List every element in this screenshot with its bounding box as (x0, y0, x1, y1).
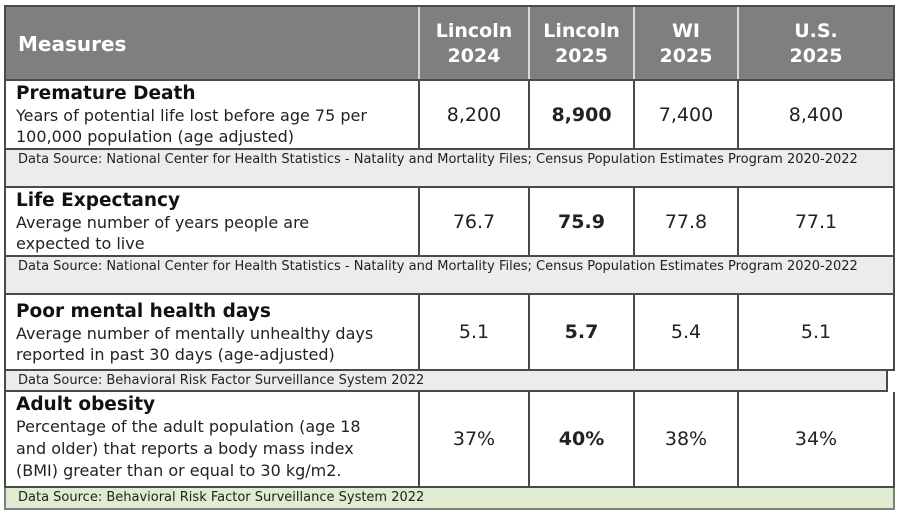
header-lincoln-2024: Lincoln 2024 (420, 7, 530, 79)
header-us-2025: U.S. 2025 (739, 7, 893, 79)
value-us-2025: 5.1 (800, 321, 832, 343)
table-row: Life Expectancy Average number of years … (4, 188, 895, 257)
table-row: Poor mental health days Average number o… (4, 295, 895, 371)
health-measures-table: Measures Lincoln 2024 Lincoln 2025 WI 20… (4, 5, 895, 510)
value-lincoln-2024: 5.1 (420, 295, 530, 369)
data-source-note: Data Source: Behavioral Risk Factor Surv… (4, 371, 888, 392)
data-source-note: Data Source: Behavioral Risk Factor Surv… (4, 488, 895, 510)
value-wi-2025: 38% (635, 392, 739, 486)
value-lincoln-2024: 37% (420, 392, 530, 486)
measure-description: Life Expectancy Average number of years … (6, 188, 420, 255)
value-us-2025: 77.1 (794, 210, 838, 233)
table-header: Measures Lincoln 2024 Lincoln 2025 WI 20… (4, 5, 895, 81)
measure-text: Average number of mentally unhealthy day… (16, 324, 374, 364)
data-source-note: Data Source: National Center for Health … (4, 150, 895, 188)
measure-title: Premature Death (16, 83, 196, 104)
measure-title: Adult obesity (16, 394, 156, 415)
table-row: Premature Death Years of potential life … (4, 81, 895, 150)
measure-title: Poor mental health days (16, 301, 271, 322)
measure-text: Years of potential life lost before age … (16, 106, 367, 146)
measure-title: Life Expectancy (16, 190, 181, 211)
measure-description: Poor mental health days Average number o… (6, 295, 420, 369)
value-lincoln-2024: 8,200 (420, 81, 530, 148)
value-lincoln-2025: 8,900 (530, 81, 635, 148)
value-wi-2025: 7,400 (635, 81, 739, 148)
measure-description: Premature Death Years of potential life … (6, 81, 420, 148)
value-wi-2025: 77.8 (635, 188, 739, 255)
header-wi-2025-label: WI 2025 (659, 20, 713, 67)
data-source-note: Data Source: National Center for Health … (4, 257, 895, 295)
header-wi-2025: WI 2025 (635, 7, 739, 79)
table-row: Adult obesity Percentage of the adult po… (4, 392, 895, 488)
measure-description: Adult obesity Percentage of the adult po… (6, 392, 420, 486)
value-lincoln-2025: 40% (530, 392, 635, 486)
header-measures: Measures (6, 7, 420, 79)
value-us-2025: 34% (794, 428, 838, 450)
value-lincoln-2024: 76.7 (420, 188, 530, 255)
header-lincoln-2025-label: Lincoln 2025 (543, 20, 620, 67)
value-us-2025: 8,400 (788, 103, 844, 126)
measure-text: Average number of years people are expec… (16, 213, 310, 253)
measure-text: Percentage of the adult population (age … (16, 417, 361, 480)
header-lincoln-2024-label: Lincoln 2024 (435, 20, 513, 67)
header-us-2025-label: U.S. 2025 (789, 20, 843, 67)
value-lincoln-2025: 5.7 (530, 295, 635, 369)
value-lincoln-2025: 75.9 (530, 188, 635, 255)
header-lincoln-2025: Lincoln 2025 (530, 7, 635, 79)
value-wi-2025: 5.4 (635, 295, 739, 369)
